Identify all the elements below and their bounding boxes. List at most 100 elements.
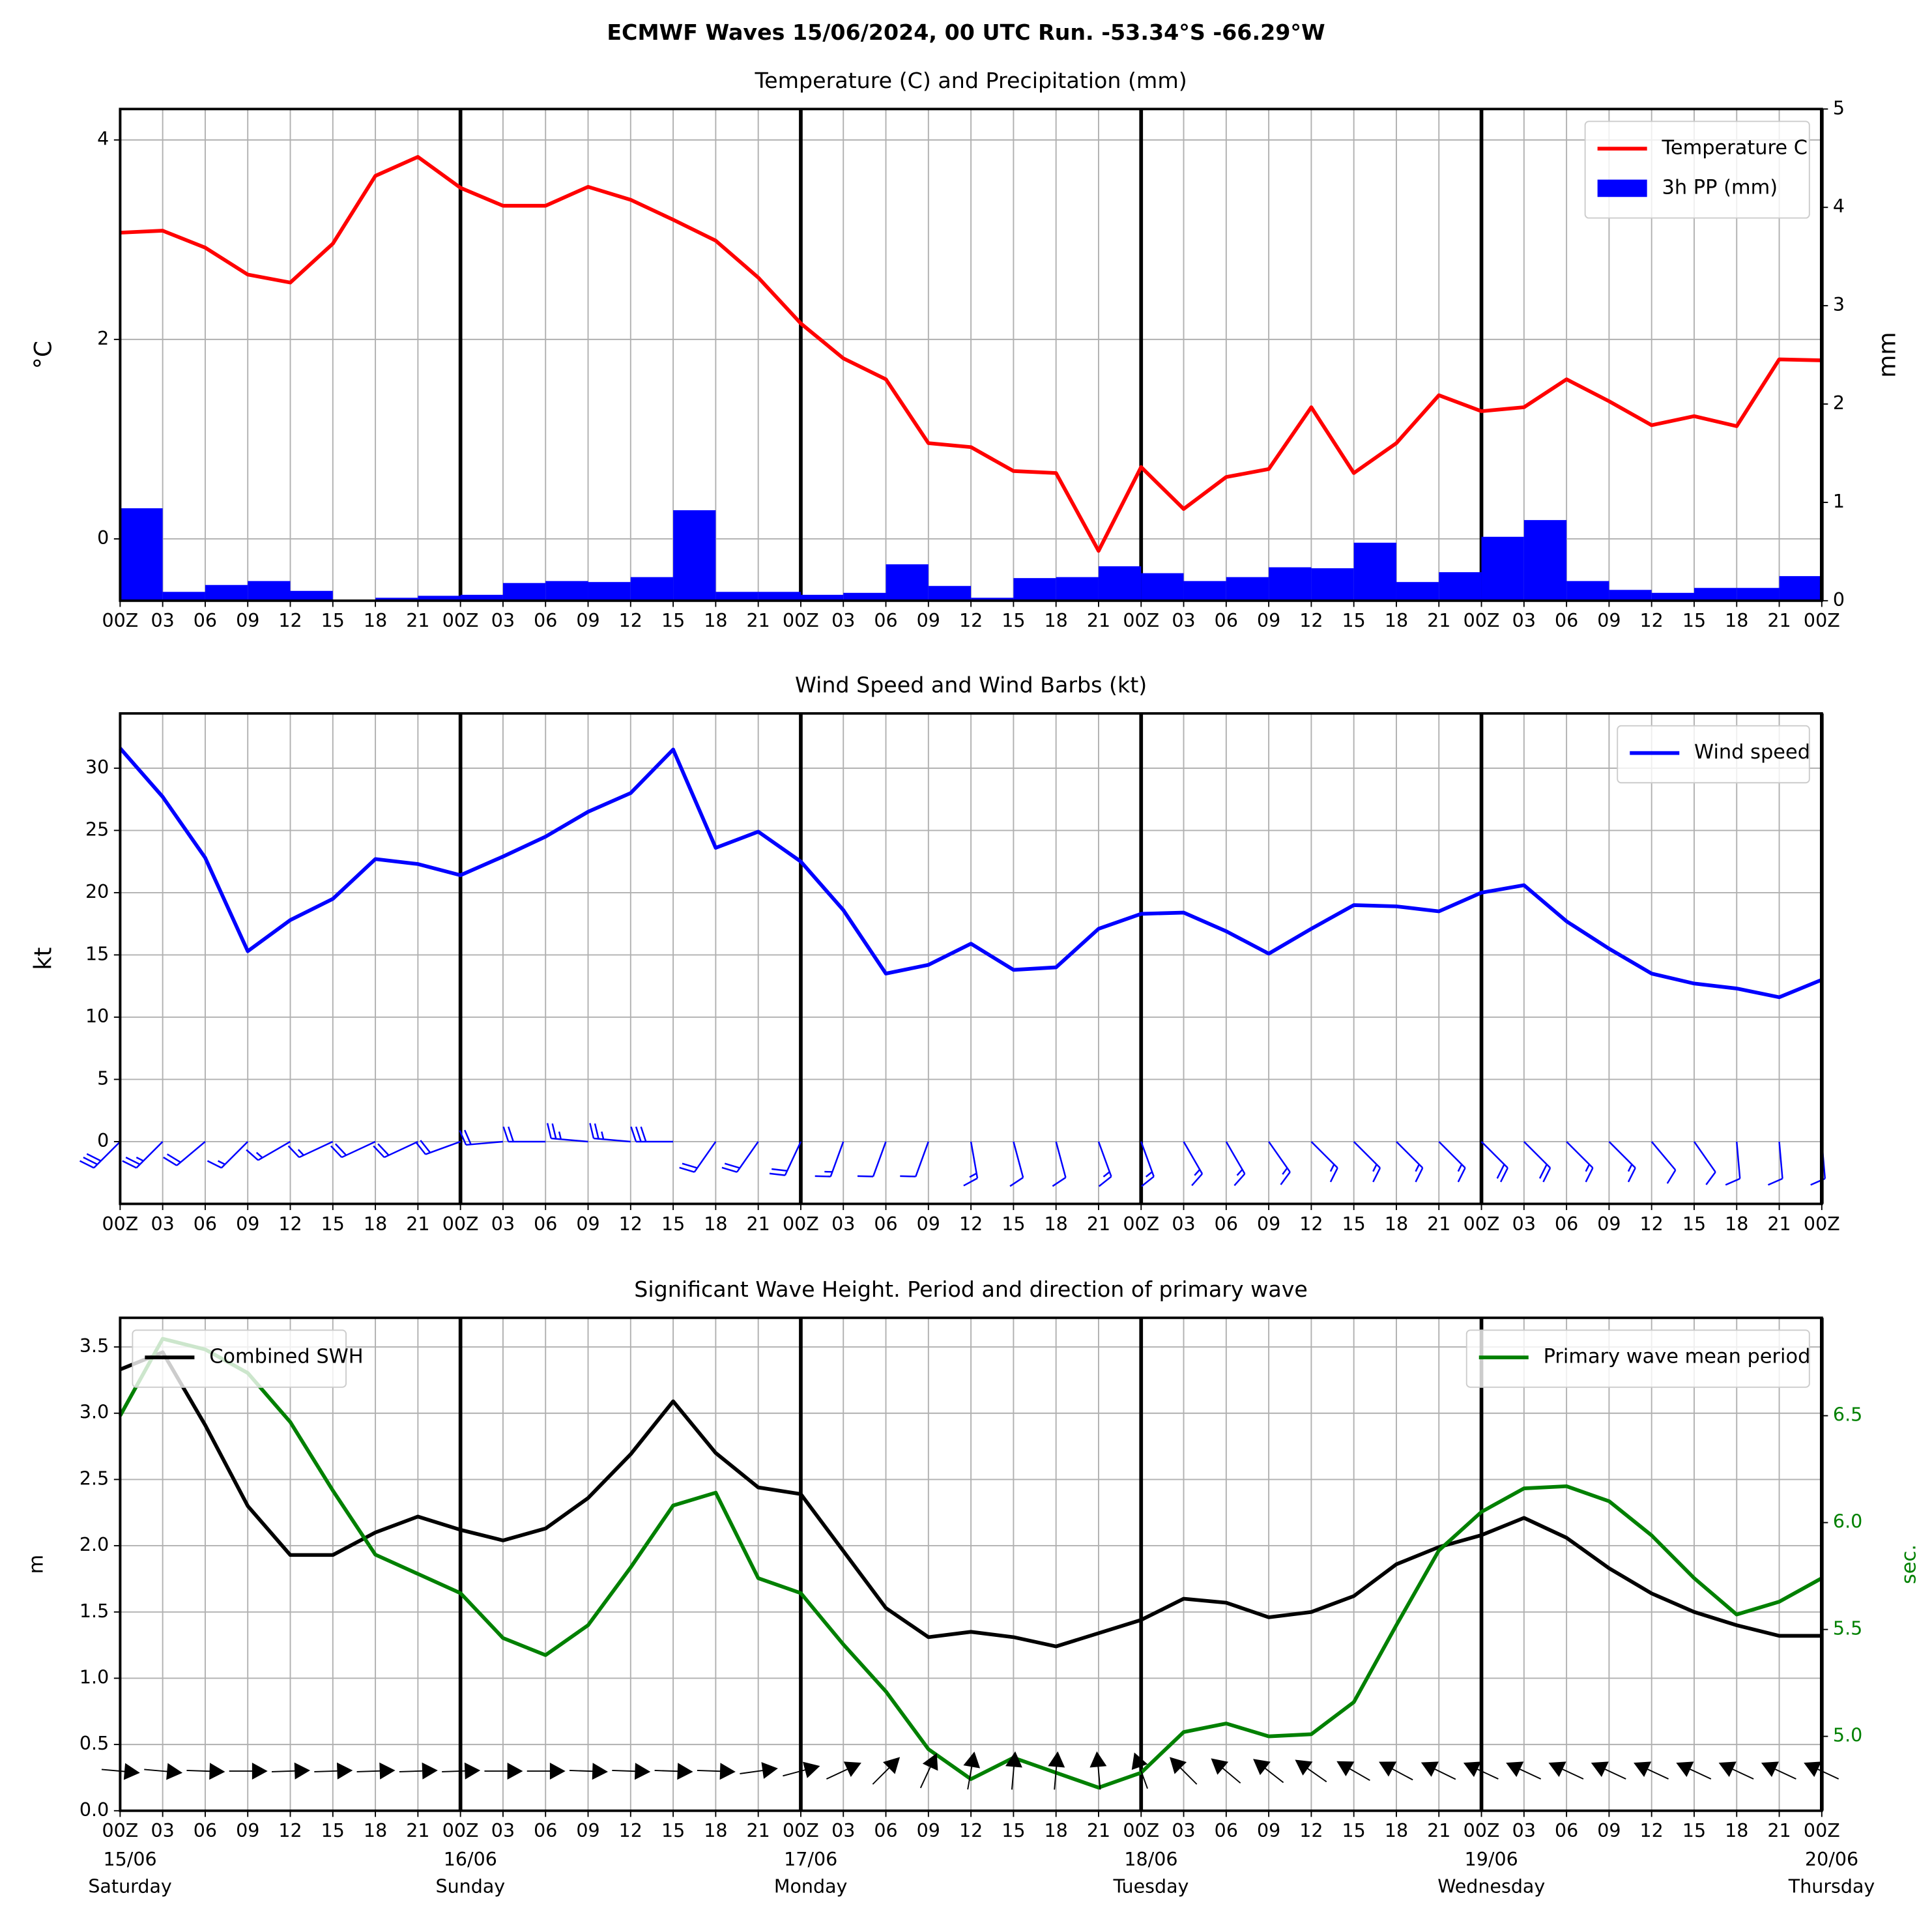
x-tick-label: 21 — [1427, 610, 1450, 631]
wave-arrow — [919, 1753, 938, 1789]
wave-arrow — [612, 1763, 651, 1780]
wind-barb — [546, 1123, 588, 1143]
wind-barb — [1480, 1141, 1508, 1183]
x-tick-label: 15 — [1002, 1213, 1025, 1235]
x-tick-label: 03 — [491, 1820, 515, 1842]
bar — [502, 583, 546, 601]
x-tick-label: 12 — [1299, 1820, 1323, 1842]
wind-barb — [163, 1141, 206, 1166]
wind-barb — [1566, 1141, 1594, 1183]
y-tick-label: 1.5 — [79, 1600, 109, 1622]
y2-tick-label: 5.0 — [1833, 1725, 1862, 1746]
bar — [460, 594, 503, 601]
x-tick-label: 18 — [1725, 1213, 1748, 1235]
y-axis-label: m — [25, 1555, 48, 1574]
chart-title: ECMWF Waves 15/06/2024, 00 UTC Run. -53.… — [607, 20, 1325, 45]
legend-box — [1465, 1329, 1810, 1388]
x-tick-label: 06 — [874, 1820, 897, 1842]
x-tick-label: 09 — [917, 610, 940, 631]
bar — [1311, 568, 1354, 601]
x-tick-label: 12 — [1640, 1820, 1664, 1842]
x-tick-label: 03 — [491, 610, 515, 631]
bar — [843, 592, 886, 601]
x-tick-label: 06 — [1555, 1820, 1578, 1842]
x-tick-label: 15 — [1682, 610, 1706, 631]
bar — [1141, 573, 1184, 601]
x-tick-label: 03 — [1512, 610, 1536, 631]
x-tick-label: 21 — [1087, 610, 1110, 631]
wind-barb — [1268, 1141, 1291, 1185]
wind-barb — [373, 1140, 418, 1159]
bar — [1694, 588, 1737, 601]
x-tick-label: 21 — [1087, 1213, 1110, 1235]
x-tick-label: 09 — [1597, 1820, 1621, 1842]
y2-tick-label: 5.5 — [1833, 1618, 1862, 1639]
wave-arrow — [186, 1763, 225, 1780]
x-tick-label: 00Z — [1463, 610, 1500, 631]
bar — [1353, 542, 1396, 601]
y-tick-label: 30 — [85, 757, 109, 778]
wind-barb — [246, 1140, 291, 1161]
y2-tick-label: 2 — [1833, 392, 1845, 414]
x-tick-label: 18 — [1385, 1820, 1408, 1842]
x-tick-label: 21 — [406, 610, 429, 631]
wave-arrow — [229, 1762, 268, 1780]
line — [120, 154, 1822, 553]
x-tick-label: 15 — [661, 1213, 685, 1235]
x-tick-label: 00Z — [1463, 1820, 1500, 1842]
x-tick-label: 12 — [278, 610, 302, 631]
y2-tick-label: 4 — [1833, 195, 1845, 217]
bar — [715, 592, 758, 601]
x-tick-label: 00Z — [1463, 1213, 1500, 1235]
wave-arrow — [1295, 1759, 1327, 1783]
wind-barb — [1693, 1141, 1716, 1185]
x-tick-label: 21 — [1767, 610, 1791, 631]
wave-arrow — [1804, 1761, 1839, 1780]
x-tick-label: 00Z — [1804, 610, 1840, 631]
wave-arrow — [1761, 1761, 1796, 1780]
x-tick-label: 12 — [278, 1820, 302, 1842]
x-tick-label: 03 — [1172, 610, 1195, 631]
y-tick-label: 2.5 — [79, 1467, 109, 1489]
bar — [418, 596, 461, 601]
y-tick-label: 5 — [97, 1067, 109, 1089]
wind-barb — [79, 1141, 121, 1169]
wind-barb — [330, 1140, 376, 1159]
x-tick-label: 09 — [236, 1820, 259, 1842]
x-tick-label: 18 — [1045, 610, 1068, 631]
bar — [290, 590, 333, 601]
x-tick-label: 09 — [1257, 1820, 1280, 1842]
date-label: 17/06 — [784, 1849, 837, 1870]
bar — [1098, 566, 1142, 601]
x-tick-label: 06 — [874, 610, 897, 631]
x-tick-label: 06 — [534, 610, 557, 631]
wind-barb — [1396, 1141, 1424, 1183]
x-tick-label: 03 — [831, 610, 855, 631]
x-tick-label: 00Z — [1804, 1213, 1840, 1235]
line — [119, 1350, 1822, 1649]
x-tick-label: 15 — [1002, 610, 1025, 631]
wave-arrow — [526, 1762, 566, 1780]
x-tick-label: 03 — [151, 1820, 175, 1842]
wind-barb — [1225, 1141, 1246, 1187]
y2-tick-label: 6.5 — [1833, 1404, 1862, 1426]
x-tick-label: 12 — [619, 1213, 642, 1235]
bar — [205, 585, 248, 601]
bar — [120, 508, 163, 601]
wind-barb — [459, 1129, 504, 1146]
y-tick-label: 3.5 — [79, 1335, 109, 1357]
bar — [886, 564, 929, 601]
wind-barb — [1651, 1141, 1677, 1184]
subplot-title: Temperature (C) and Precipitation (mm) — [755, 68, 1187, 93]
wind-barb — [857, 1141, 887, 1177]
y2-tick-label: 5 — [1833, 97, 1845, 119]
bar — [1056, 577, 1099, 601]
y-tick-label: 4 — [97, 128, 109, 150]
wave-arrow — [872, 1757, 901, 1785]
wind-barb — [769, 1141, 802, 1176]
x-tick-label: 18 — [1385, 1213, 1408, 1235]
wave-arrow — [1048, 1751, 1065, 1790]
wave-arrow — [484, 1762, 523, 1780]
y-tick-label: 10 — [85, 1005, 109, 1027]
wind-barb — [1608, 1141, 1636, 1183]
